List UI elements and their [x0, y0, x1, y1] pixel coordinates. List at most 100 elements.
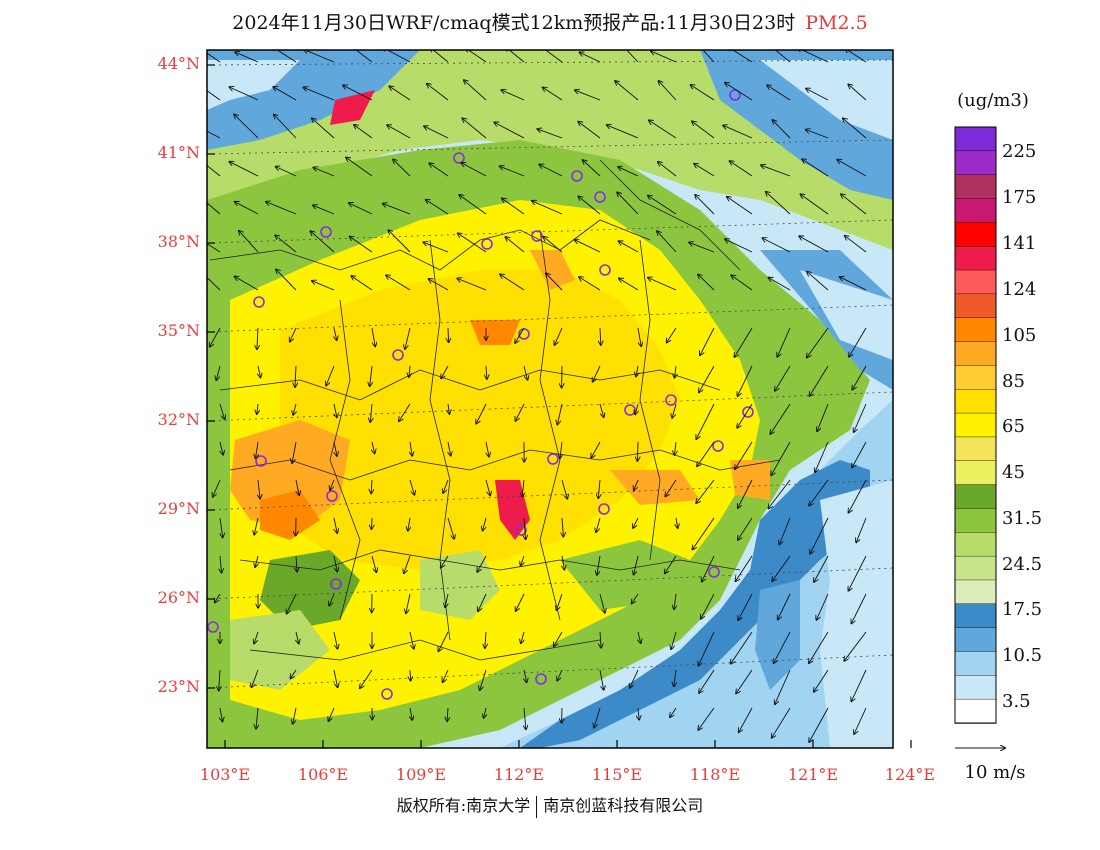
wind-vector [207, 130, 221, 139]
wind-vector [806, 89, 829, 101]
wind-vector [651, 51, 677, 63]
wind-vector [633, 517, 639, 528]
wind-vector [501, 90, 525, 101]
wind-vector [583, 160, 601, 177]
wind-vector [383, 204, 411, 215]
wind-vector [848, 84, 867, 101]
wind-vector [370, 403, 372, 422]
wind-vector [725, 83, 753, 101]
wind-vector [443, 669, 449, 682]
wind-vector [502, 198, 525, 215]
wind-vector [697, 441, 715, 466]
wind-vector [409, 479, 414, 495]
wind-vector [555, 327, 563, 345]
wind-vector [220, 517, 223, 537]
wind-vector [521, 555, 524, 566]
wind-vector [207, 202, 221, 215]
wind-vector [579, 277, 601, 291]
wind-vector [698, 631, 715, 666]
wind-vector [537, 129, 563, 139]
wind-vector [311, 231, 335, 253]
colorbar [954, 126, 997, 724]
wind-vector [219, 669, 220, 691]
wind-vector [648, 278, 677, 291]
wind-vector [522, 479, 524, 497]
copyright-right: 南京创蓝科技有限公司 [543, 796, 704, 815]
wind-vector [731, 631, 753, 664]
wind-vector [809, 707, 829, 742]
wind-vector [500, 274, 525, 291]
colorbar-swatch [954, 460, 997, 486]
wind-vector [810, 517, 829, 554]
wind-vector [296, 479, 299, 495]
copyright: 版权所有:南京大学 南京创蓝科技有限公司 [0, 792, 1100, 818]
wind-vector [296, 555, 297, 572]
wind-vector [486, 441, 489, 457]
wind-vector [562, 555, 564, 570]
wind-vector [476, 403, 487, 424]
wind-vector [841, 194, 867, 215]
wind-vector [635, 403, 638, 414]
wind-vector [272, 50, 297, 63]
wind-vector [216, 365, 221, 380]
wind-vector [674, 669, 676, 686]
wind-vector [575, 90, 601, 101]
wind-vector [235, 202, 259, 215]
wind-vector [806, 130, 829, 139]
wind-vector [702, 555, 715, 582]
wind-vector [774, 631, 791, 663]
colorbar-label-6: 65 [1002, 416, 1025, 437]
wind-vector [393, 159, 411, 177]
wind-vector [275, 235, 297, 253]
wind-vector [382, 50, 411, 63]
colorbar-swatch [954, 317, 997, 343]
colorbar-swatch [954, 222, 997, 247]
wind-vector [843, 118, 867, 139]
wind-vector [615, 81, 639, 101]
wind-vector [854, 707, 867, 734]
colorbar-label-3: 124 [1002, 279, 1037, 300]
wind-vector [235, 52, 259, 63]
wind-vector [852, 365, 867, 390]
wind-vector [447, 517, 454, 539]
wind-vector [256, 441, 259, 458]
wind-vector [766, 192, 791, 215]
wind-vector [313, 168, 335, 177]
wind-vector [410, 707, 412, 720]
wind-vector [799, 236, 829, 253]
wind-vector [674, 441, 676, 455]
wind-vector [731, 275, 753, 291]
colorbar-swatch [954, 412, 997, 438]
colorbar-label-10: 17.5 [1002, 599, 1043, 620]
wind-vector [290, 669, 297, 678]
wind-vector [399, 403, 411, 421]
wind-vector [213, 479, 221, 497]
wind-vector [599, 403, 604, 417]
wind-vector [371, 555, 376, 572]
wind-vector [539, 165, 563, 177]
wind-vector [767, 85, 791, 101]
wind-vector [817, 403, 829, 431]
wind-vector [665, 479, 677, 496]
wind-vector [699, 669, 715, 693]
wind-vector [575, 240, 601, 253]
wind-vector [557, 403, 563, 425]
wind-vector [386, 275, 411, 291]
wind-vector [350, 237, 373, 253]
wind-vector [845, 236, 867, 253]
wind-vector [632, 593, 639, 603]
wind-vector [840, 277, 867, 291]
wind-vector [648, 196, 677, 215]
wind-vector [423, 242, 449, 253]
wind-vector [441, 555, 449, 568]
wind-vector [409, 365, 410, 377]
wind-vector [700, 327, 715, 355]
colorbar-swatch [954, 245, 997, 271]
wind-vector [762, 238, 791, 253]
wind-vector [333, 631, 338, 649]
wind-vector [220, 555, 222, 573]
wind-vector [257, 403, 258, 414]
wind-vector [578, 196, 601, 215]
wind-vector [738, 479, 753, 508]
colorbar-label-5: 85 [1002, 371, 1025, 392]
